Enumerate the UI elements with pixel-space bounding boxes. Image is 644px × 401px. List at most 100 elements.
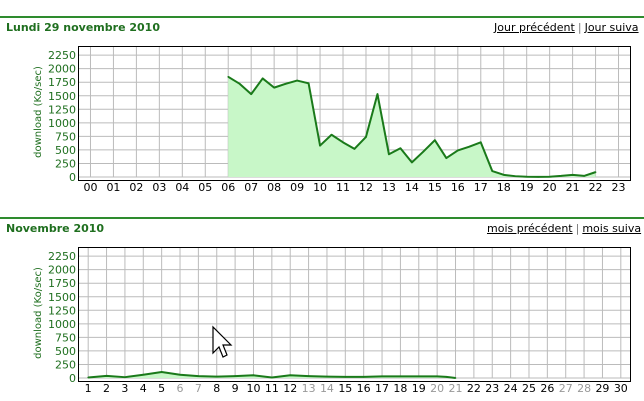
monthly-data-point [344, 376, 347, 378]
daily-xtick-label: 13 [382, 181, 396, 194]
monthly-data-point [307, 375, 310, 377]
monthly-xtick-label: 28 [577, 382, 591, 395]
monthly-ytick-label: 1500 [48, 291, 76, 304]
day-nav-separator: | [577, 21, 582, 34]
monthly-xtick-label: 19 [412, 382, 426, 395]
daily-data-point [238, 83, 241, 85]
monthly-xtick-label: 15 [338, 382, 352, 395]
monthly-series-line [88, 371, 456, 379]
monthly-data-point [124, 376, 126, 378]
monthly-xtick-label: 22 [467, 382, 481, 395]
daily-data-point [261, 77, 264, 80]
daily-data-point [296, 79, 298, 82]
month-section-rule [0, 217, 644, 219]
monthly-xtick-label: 16 [357, 382, 371, 395]
daily-xtick-label: 15 [428, 181, 442, 194]
daily-data-point [307, 82, 310, 85]
monthly-data-point [436, 375, 438, 378]
monthly-data-point [454, 377, 457, 379]
monthly-data-point [105, 375, 108, 377]
daily-xtick-label: 02 [129, 181, 143, 194]
day-title: Lundi 29 novembre 2010 [6, 21, 160, 34]
monthly-xtick-label: 8 [213, 382, 220, 395]
monthly-xtick-label: 6 [177, 382, 184, 395]
daily-data-point [227, 75, 230, 78]
daily-data-point [457, 149, 459, 152]
daily-data-point [273, 86, 275, 89]
prev-month-link[interactable]: mois précédent [487, 222, 573, 235]
monthly-ytick-label: 500 [55, 345, 76, 358]
daily-xtick-label: 04 [175, 181, 189, 194]
daily-xtick-label: 17 [474, 181, 488, 194]
daily-xtick-label: 11 [336, 181, 350, 194]
daily-xtick-label: 10 [313, 181, 327, 194]
monthly-data-point [445, 376, 448, 378]
monthly-xtick-label: 2 [103, 382, 110, 395]
next-day-link[interactable]: Jour suiva [584, 21, 639, 34]
monthly-ytick-label: 2000 [48, 264, 76, 277]
monthly-data-point [142, 373, 145, 376]
monthly-data-point [160, 371, 163, 373]
monthly-ytick-label: 1250 [48, 304, 76, 317]
daily-ylabel: download (Ko/sec) [33, 66, 44, 158]
daily-ytick-label: 1750 [48, 76, 76, 89]
monthly-xtick-label: 7 [195, 382, 202, 395]
monthly-data-point [197, 375, 200, 377]
daily-data-point [422, 150, 425, 153]
daily-data-point [434, 139, 436, 141]
monthly-xtick-label: 17 [375, 382, 389, 395]
monthly-data-point [87, 376, 89, 379]
daily-data-point [250, 93, 252, 95]
monthly-xtick-label: 21 [449, 382, 463, 395]
daily-data-point [514, 175, 517, 177]
daily-data-point [537, 176, 539, 178]
daily-xtick-label: 05 [198, 181, 212, 194]
monthly-xtick-label: 25 [522, 382, 536, 395]
daily-xtick-label: 06 [221, 181, 235, 194]
daily-ytick-label: 250 [55, 157, 76, 170]
daily-ytick-label: 0 [69, 171, 76, 184]
monthly-xtick-label: 18 [393, 382, 407, 395]
daily-data-point [571, 174, 574, 176]
daily-data-point [491, 170, 494, 172]
monthly-ytick-label: 750 [55, 331, 76, 344]
monthly-xtick-label: 11 [265, 382, 279, 395]
monthly-data-point [179, 373, 181, 376]
daily-data-point [445, 157, 448, 159]
monthly-xtick-label: 12 [283, 382, 297, 395]
monthly-data-point [399, 375, 402, 378]
daily-ytick-label: 750 [55, 130, 76, 143]
daily-data-point [376, 93, 379, 95]
daily-xtick-label: 18 [497, 181, 511, 194]
daily-data-point [284, 83, 287, 85]
daily-data-point [583, 175, 585, 177]
next-month-link[interactable]: mois suiva [582, 222, 642, 235]
monthly-xtick-label: 5 [158, 382, 165, 395]
monthly-data-point [362, 376, 365, 378]
monthly-xtick-label: 20 [430, 382, 444, 395]
monthly-xtick-label: 13 [302, 382, 316, 395]
daily-data-point [399, 147, 402, 150]
monthly-ylabel: download (Ko/sec) [33, 267, 44, 359]
daily-data-point [353, 148, 356, 150]
monthly-xtick-label: 30 [614, 382, 628, 395]
monthly-xtick-label: 14 [320, 382, 334, 395]
monthly-ytick-label: 1750 [48, 277, 76, 290]
monthly-xtick-label: 4 [140, 382, 147, 395]
monthly-data-point [215, 375, 218, 378]
day-section-rule [0, 16, 644, 18]
monthly-xtick-label: 23 [485, 382, 499, 395]
mouse-cursor-icon [212, 325, 233, 358]
prev-day-link[interactable]: Jour précédent [494, 21, 575, 34]
daily-data-point [365, 136, 367, 138]
daily-xtick-label: 07 [244, 181, 258, 194]
daily-data-point [388, 153, 390, 156]
daily-data-point [330, 133, 333, 136]
monthly-xtick-label: 1 [85, 382, 92, 395]
monthly-data-point [289, 374, 292, 377]
daily-data-point [479, 141, 482, 144]
daily-xtick-label: 14 [405, 181, 419, 194]
monthly-data-point [252, 374, 255, 377]
day-nav: Jour précédent | Jour suiva [494, 21, 639, 34]
